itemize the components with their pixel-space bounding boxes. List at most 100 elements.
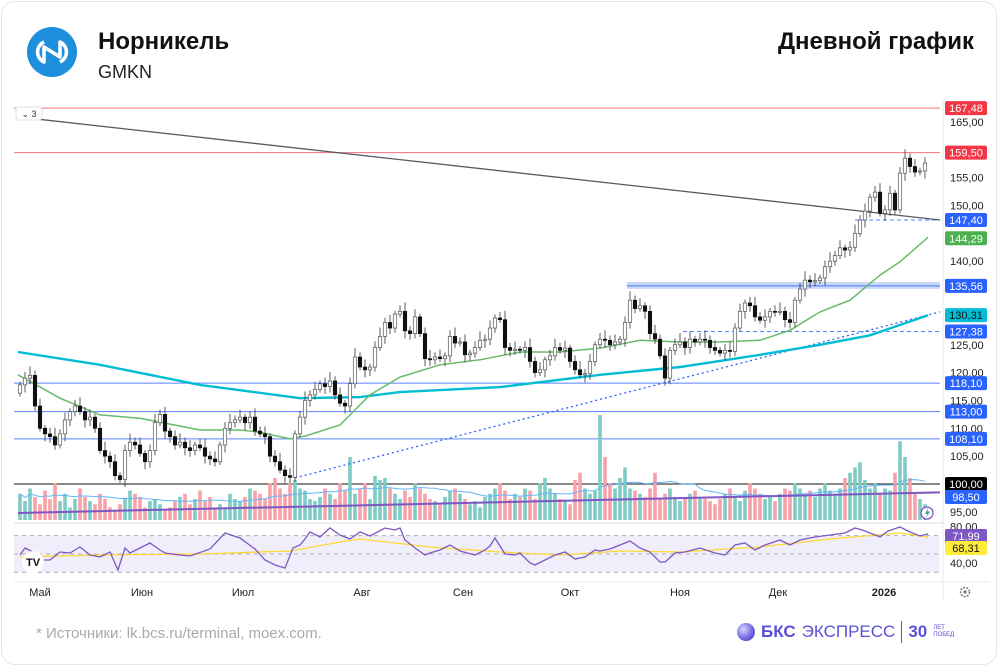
volume-bar	[788, 490, 792, 520]
candle-body	[882, 209, 888, 214]
volume-bar	[23, 501, 27, 520]
candle	[467, 349, 473, 361]
candle	[122, 444, 128, 488]
candle-body	[32, 375, 38, 407]
candle	[287, 468, 293, 484]
candle	[522, 341, 528, 358]
volume-bar	[183, 493, 187, 520]
candle	[132, 437, 138, 450]
volume-bar	[413, 483, 417, 520]
candle	[892, 189, 898, 215]
ma-slow-badge-bg	[945, 308, 987, 323]
volume-bar	[408, 496, 412, 520]
volume-bar	[68, 507, 72, 520]
volume-bar	[593, 490, 597, 520]
candle	[542, 356, 548, 378]
settings-gear-icon[interactable]	[959, 586, 971, 598]
volume-bar	[518, 496, 522, 520]
candle-body	[482, 338, 488, 341]
volume-bar	[558, 499, 562, 520]
volume-bar	[143, 507, 147, 520]
candle-body	[922, 162, 928, 172]
price-tick-label: 150,00	[950, 201, 984, 213]
volume-bar	[128, 490, 132, 520]
candle-body	[187, 447, 193, 451]
candle-body	[572, 361, 578, 371]
candle-body	[522, 347, 528, 351]
candle-body	[107, 455, 113, 463]
candle-body	[222, 427, 228, 446]
rsi-ma-badge-bg	[945, 541, 987, 555]
candle-body	[387, 322, 393, 329]
candle-body	[827, 260, 833, 268]
candle-body	[842, 247, 848, 251]
candle	[497, 311, 503, 324]
candle-body	[642, 305, 648, 312]
candle-body	[357, 356, 363, 368]
candle-body	[327, 380, 333, 387]
candle	[702, 330, 708, 348]
candle	[317, 380, 323, 393]
time-tick-label: 2026	[872, 587, 896, 599]
candle	[67, 408, 73, 427]
level-badge-bg	[945, 278, 987, 293]
candle	[692, 335, 698, 347]
candle-body	[417, 316, 423, 334]
volume-bar	[133, 493, 137, 520]
candle-body	[602, 338, 608, 341]
candle	[492, 314, 498, 333]
volume-bar	[533, 499, 537, 520]
candle	[502, 310, 508, 356]
candle-body	[582, 373, 588, 376]
candle-body	[902, 157, 908, 174]
candle-body	[862, 210, 868, 221]
level-badge-bg	[945, 101, 987, 116]
volume-bar	[808, 490, 812, 520]
candle-body	[877, 191, 883, 214]
lightning-icon[interactable]	[920, 506, 934, 520]
candle-body	[407, 330, 413, 334]
candle	[722, 344, 728, 361]
level-badge: 135,56	[949, 281, 983, 293]
time-axis[interactable]: Май Июн Июл Авг Сен Окт Ноя Дек 2026	[29, 587, 896, 599]
candle	[792, 296, 798, 328]
candle-body	[657, 338, 663, 357]
level-badge: 127,38	[949, 326, 983, 338]
candle-body	[292, 433, 298, 478]
volume-bar	[163, 509, 167, 520]
candle-body	[312, 388, 318, 396]
candle	[392, 310, 398, 333]
time-tick-label: Июл	[232, 587, 254, 599]
candle	[202, 438, 208, 464]
candle-body	[112, 461, 118, 476]
candle	[147, 444, 153, 468]
candle	[57, 429, 63, 449]
volume-bar	[648, 488, 652, 520]
volume-bar	[118, 504, 122, 520]
candle-body	[637, 305, 643, 309]
volume-bar	[738, 501, 742, 520]
volume-bar	[563, 501, 567, 520]
candle-body	[767, 310, 773, 318]
candle-body	[92, 416, 98, 429]
candle	[487, 320, 493, 346]
candle-body	[907, 157, 913, 167]
candle	[552, 338, 558, 361]
candle-body	[622, 322, 628, 340]
candle-body	[62, 419, 68, 435]
candle	[327, 372, 333, 393]
lines-layer	[17, 116, 941, 514]
volume-bar	[583, 488, 587, 520]
candle	[417, 313, 423, 337]
candle	[597, 333, 603, 349]
collapse-button[interactable]: ⌄ 3	[15, 106, 43, 121]
candle	[582, 368, 588, 383]
candle	[817, 274, 823, 285]
candle-body	[67, 411, 73, 421]
candle	[642, 302, 648, 319]
candle-body	[702, 338, 708, 341]
volume-bar	[638, 493, 642, 520]
candle-body	[477, 339, 483, 348]
candle	[782, 306, 788, 328]
